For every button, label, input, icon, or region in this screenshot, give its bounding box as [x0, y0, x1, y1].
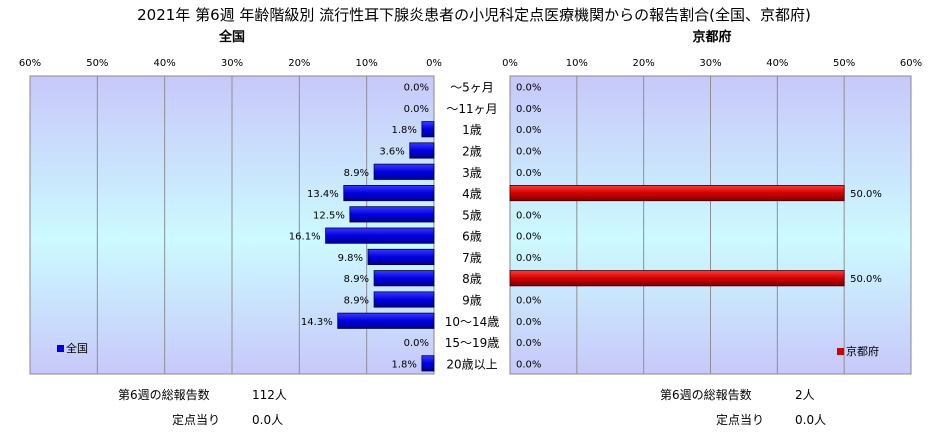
footer-right-total-value: 2人: [795, 388, 815, 402]
data-label-kyoto: 50.0%: [850, 274, 882, 285]
bar-national: [373, 270, 435, 287]
data-label-kyoto: 0.0%: [516, 253, 541, 264]
bar-national: [367, 248, 435, 265]
x-tick-label-kyoto: 40%: [766, 58, 788, 69]
category-label: 5歳: [462, 208, 482, 222]
legend-label-kyoto: 京都府: [846, 344, 879, 358]
x-tick-label-national: 50%: [86, 58, 108, 69]
legend-kyoto: 京都府: [837, 344, 879, 358]
footer-right-total-label: 第6週の総報告数: [660, 387, 752, 402]
data-labels-national: 0.0% 0.0% 1.8% 3.6% 8.9% 13.4% 12.5% 16.1% 9.8% 8…: [289, 83, 429, 371]
data-label-national: 13.4%: [307, 189, 339, 200]
bar-national: [373, 291, 435, 308]
x-tick-label-national: 40%: [154, 58, 176, 69]
panel-title-kyoto: 京都府: [692, 29, 731, 45]
data-label-kyoto: 0.0%: [516, 317, 541, 328]
data-label-kyoto: 0.0%: [516, 104, 541, 115]
bar-national: [349, 206, 435, 223]
data-label-national: 16.1%: [289, 232, 321, 243]
data-label-national: 14.3%: [301, 317, 333, 328]
x-tick-label-kyoto: 0%: [502, 58, 518, 69]
data-label-kyoto: 0.0%: [516, 168, 541, 179]
x-axis-ticks-kyoto: 0% 10% 20% 30% 40% 50% 60%: [502, 58, 922, 69]
category-label: 4歳: [462, 187, 482, 201]
category-label: 20歳以上: [446, 357, 497, 371]
data-label-kyoto: 0.0%: [516, 147, 541, 158]
legend-swatch-national: [57, 345, 64, 352]
data-label-national: 0.0%: [404, 83, 429, 94]
data-label-national: 8.9%: [344, 168, 369, 179]
x-tick-label-kyoto: 50%: [833, 58, 855, 69]
x-tick-label-kyoto: 30%: [699, 58, 721, 69]
category-label: 1歳: [462, 123, 482, 137]
x-tick-label-kyoto: 20%: [633, 58, 655, 69]
bar-national: [325, 227, 435, 244]
footer-left-total-value: 112人: [252, 388, 287, 402]
footer-right-per-label: 定点当り: [716, 412, 764, 427]
data-label-kyoto: 0.0%: [516, 338, 541, 349]
x-tick-label-kyoto: 10%: [566, 58, 588, 69]
data-labels-kyoto: 0.0% 0.0% 0.0% 0.0% 0.0% 50.0% 0.0% 0.0% 0.0% 50.…: [516, 83, 882, 371]
category-label: 10～14歳: [445, 315, 500, 329]
category-label: ～11ヶ月: [446, 102, 497, 116]
bar-national: [421, 355, 435, 372]
category-label: 3歳: [462, 166, 482, 180]
category-label: ～5ヶ月: [450, 81, 494, 95]
bars-kyoto: [509, 185, 845, 287]
x-tick-label-national: 60%: [19, 58, 41, 69]
data-label-national: 9.8%: [338, 253, 363, 264]
bars-national: [325, 121, 435, 372]
bar-national: [421, 121, 435, 138]
footer-left-per-value: 0.0人: [252, 413, 283, 427]
footer-right-per-value: 0.0人: [795, 413, 826, 427]
category-labels: ～5ヶ月 ～11ヶ月 1歳 2歳 3歳 4歳 5歳 6歳 7歳 8歳 9歳 10～14歳 15～19歳 2…: [445, 81, 500, 372]
data-label-national: 8.9%: [344, 296, 369, 307]
data-label-national: 0.0%: [404, 338, 429, 349]
x-tick-label-national: 10%: [356, 58, 378, 69]
bar-national: [373, 163, 435, 180]
x-tick-label-national: 30%: [221, 58, 243, 69]
category-label: 15～19歳: [445, 336, 500, 350]
legend-swatch-kyoto: [837, 348, 844, 355]
data-label-national: 8.9%: [344, 274, 369, 285]
category-label: 7歳: [462, 251, 482, 265]
data-label-kyoto: 50.0%: [850, 189, 882, 200]
category-label: 8歳: [462, 272, 482, 286]
bar-national: [343, 185, 435, 202]
category-label: 2歳: [462, 145, 482, 159]
data-label-kyoto: 0.0%: [516, 210, 541, 221]
category-label: 9歳: [462, 294, 482, 308]
bar-kyoto: [509, 185, 845, 202]
x-tick-label-national: 0%: [426, 58, 442, 69]
footer-left-total-label: 第6週の総報告数: [118, 387, 210, 402]
x-axis-ticks-national: 60% 50% 40% 30% 20% 10% 0%: [19, 58, 442, 69]
data-label-kyoto: 0.0%: [516, 83, 541, 94]
legend-label-national: 全国: [66, 341, 88, 355]
data-label-national: 3.6%: [379, 147, 404, 158]
data-label-kyoto: 0.0%: [516, 296, 541, 307]
gridlines-kyoto: [576, 76, 845, 374]
data-label-national: 1.8%: [391, 359, 416, 370]
x-tick-label-kyoto: 60%: [900, 58, 922, 69]
data-label-kyoto: 0.0%: [516, 232, 541, 243]
data-label-national: 12.5%: [313, 210, 345, 221]
category-label: 6歳: [462, 230, 482, 244]
data-label-national: 0.0%: [404, 104, 429, 115]
bar-national: [409, 142, 435, 159]
chart-title: 2021年 第6週 年齢階級別 流行性耳下腺炎患者の小児科定点医療機関からの報告…: [137, 6, 811, 24]
panel-title-national: 全国: [218, 29, 245, 45]
data-label-kyoto: 0.0%: [516, 359, 541, 370]
bar-national: [337, 312, 435, 329]
bar-kyoto: [509, 270, 845, 287]
data-label-kyoto: 0.0%: [516, 125, 541, 136]
x-tick-label-national: 20%: [288, 58, 310, 69]
data-label-national: 1.8%: [391, 125, 416, 136]
footer-left-per-label: 定点当り: [172, 412, 220, 427]
legend-national: 全国: [57, 341, 88, 355]
